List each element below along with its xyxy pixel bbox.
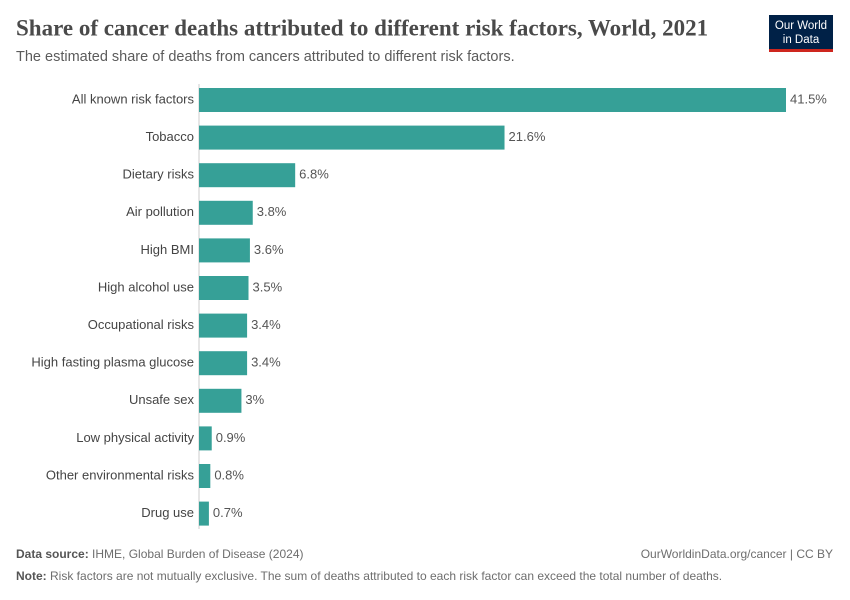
value-label: 3.4% [251, 355, 281, 370]
category-label: Occupational risks [88, 317, 195, 332]
logo-text: in Data [783, 34, 820, 46]
category-label: High BMI [141, 242, 194, 257]
value-label: 3.8% [257, 204, 287, 219]
bar [199, 351, 248, 376]
bar [199, 426, 212, 451]
category-label: Tobacco [146, 129, 194, 144]
value-label: 3.5% [253, 279, 283, 294]
value-label: 6.8% [299, 167, 329, 182]
bar [199, 238, 250, 263]
logo-underline [769, 49, 833, 52]
bar [199, 501, 209, 526]
source-text: IHME, Global Burden of Disease (2024) [92, 547, 303, 561]
footer-source: Data source: IHME, Global Burden of Dise… [16, 547, 303, 561]
value-label: 41.5% [790, 91, 827, 106]
category-label: High fasting plasma glucose [31, 355, 194, 370]
bar [199, 200, 253, 225]
bar [199, 88, 786, 112]
category-label: Unsafe sex [129, 392, 195, 407]
bar [199, 464, 211, 488]
bar [199, 313, 248, 338]
note-text: Risk factors are not mutually exclusive.… [50, 569, 722, 583]
category-label: All known risk factors [72, 91, 195, 106]
bar [199, 125, 505, 150]
category-label: Low physical activity [76, 430, 194, 445]
value-label: 3% [245, 392, 264, 407]
note-label: Note: [16, 569, 47, 583]
value-label: 3.6% [254, 242, 284, 257]
source-label: Data source: [16, 547, 89, 561]
footer-link[interactable]: OurWorldinData.org/cancer | CC BY [641, 547, 833, 561]
value-label: 3.4% [251, 317, 281, 332]
category-label: Dietary risks [122, 167, 194, 182]
value-label: 0.9% [216, 430, 246, 445]
value-label: 0.8% [214, 467, 244, 482]
value-label: 21.6% [509, 129, 546, 144]
logo-box [769, 15, 833, 52]
chart-title: Share of cancer deaths attributed to dif… [16, 15, 708, 40]
bar [199, 276, 249, 300]
value-label: 0.7% [213, 505, 243, 520]
category-label: Air pollution [126, 204, 194, 219]
category-label: Drug use [141, 505, 194, 520]
logo-text: Our World [775, 20, 827, 32]
footer-note: Note: Risk factors are not mutually excl… [16, 569, 722, 583]
bar [199, 163, 296, 188]
category-label: High alcohol use [98, 279, 194, 294]
logo[interactable]: Our World in Data [769, 15, 833, 52]
bar [199, 388, 242, 413]
chart-subtitle: The estimated share of deaths from cance… [16, 49, 515, 65]
category-label: Other environmental risks [46, 467, 195, 482]
